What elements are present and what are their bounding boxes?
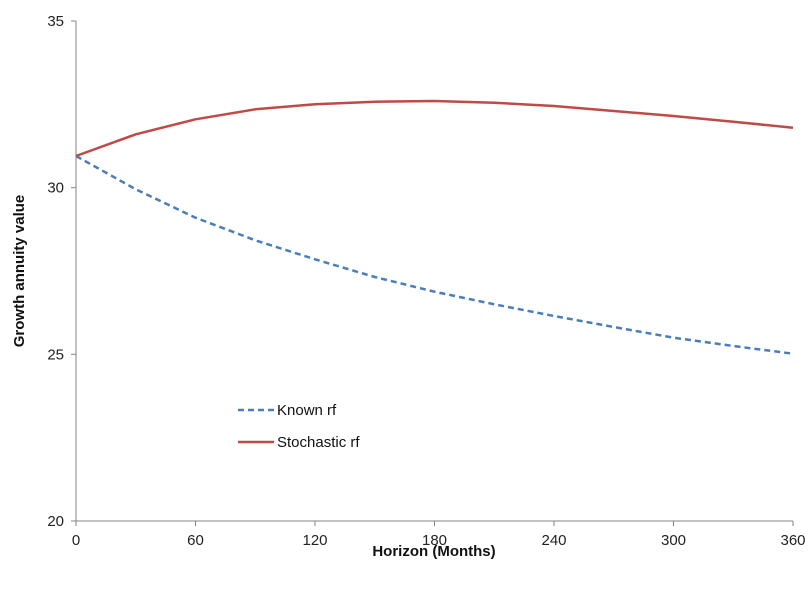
series-line-stochastic-rf bbox=[75, 99, 794, 158]
x-tick-label: 60 bbox=[187, 532, 204, 549]
y-tick-label: 25 bbox=[47, 346, 64, 363]
legend-label-stochastic-rf: Stochastic rf bbox=[277, 434, 360, 451]
x-axis: 0 60 120 180 240 300 360 bbox=[72, 520, 806, 549]
y-axis-title: Growth annuity value bbox=[11, 195, 28, 348]
y-axis: 20 25 30 35 bbox=[47, 13, 77, 530]
series-line-known-rf bbox=[75, 154, 794, 355]
x-tick-label: 360 bbox=[780, 532, 805, 549]
series-lines bbox=[75, 99, 794, 355]
x-axis-title: Horizon (Months) bbox=[372, 543, 495, 560]
x-tick-label: 240 bbox=[541, 532, 566, 549]
x-tick-label: 120 bbox=[302, 532, 327, 549]
y-tick-label: 35 bbox=[47, 13, 64, 30]
y-tick-label: 20 bbox=[47, 513, 64, 530]
x-tick-label: 300 bbox=[661, 532, 686, 549]
legend-label-known-rf: Known rf bbox=[277, 402, 337, 419]
x-tick-label: 180 bbox=[422, 532, 447, 549]
x-tick-label: 0 bbox=[72, 532, 80, 549]
y-tick-label: 30 bbox=[47, 180, 64, 197]
legend: Known rf Stochastic rf bbox=[238, 402, 360, 451]
